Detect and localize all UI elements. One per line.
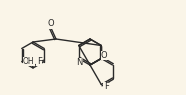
- Text: N: N: [77, 58, 83, 67]
- Text: F: F: [37, 57, 42, 66]
- Text: OH: OH: [23, 57, 35, 66]
- Text: F: F: [104, 82, 109, 91]
- Text: O: O: [48, 19, 54, 28]
- Text: O: O: [101, 51, 108, 60]
